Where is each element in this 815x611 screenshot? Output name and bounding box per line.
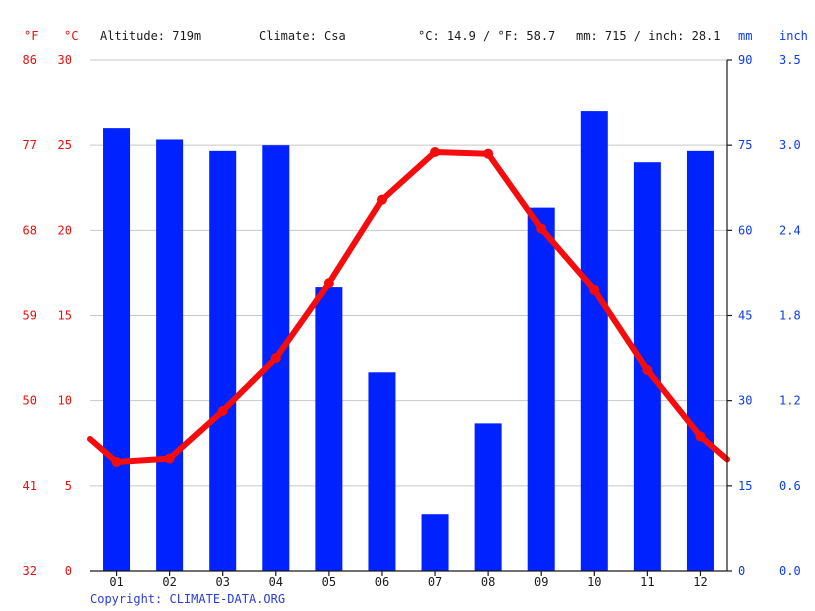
month-tick-label: 08 (481, 575, 495, 589)
precipitation-total-label: mm: 715 / inch: 28.1 (576, 29, 721, 43)
fahrenheit-tick-label: 32 (23, 564, 37, 578)
climate-label: Climate: Csa (259, 29, 346, 43)
temperature-point (164, 453, 175, 464)
fahrenheit-tick-label: 77 (23, 138, 37, 152)
inch-tick-label: 1.2 (779, 394, 801, 408)
month-tick-label: 04 (269, 575, 283, 589)
month-tick-label: 09 (534, 575, 548, 589)
temperature-series (87, 146, 730, 467)
temperature-point (536, 223, 547, 234)
altitude-label: Altitude: 719m (100, 29, 201, 43)
precipitation-bar (209, 150, 237, 571)
celsius-unit-label: °C (64, 29, 78, 43)
precipitation-bar (315, 287, 343, 571)
fahrenheit-tick-label: 41 (23, 479, 37, 493)
temperature-point (589, 284, 600, 295)
mm-tick-label: 0 (738, 564, 745, 578)
inch-tick-label: 0.0 (779, 564, 801, 578)
precipitation-bar (527, 207, 555, 571)
fahrenheit-unit-label: °F (24, 29, 38, 43)
mm-tick-label: 90 (738, 53, 752, 67)
copyright-link[interactable]: Copyright: CLIMATE-DATA.ORG (90, 592, 285, 606)
month-tick-label: 01 (109, 575, 123, 589)
average-temperature-label: °C: 14.9 / °F: 58.7 (418, 29, 555, 43)
inch-tick-label: 1.8 (779, 309, 801, 323)
month-tick-label: 06 (375, 575, 389, 589)
month-tick-label: 07 (428, 575, 442, 589)
inch-tick-label: 3.5 (779, 53, 801, 67)
month-tick-label: 03 (215, 575, 229, 589)
gridlines (90, 59, 727, 487)
celsius-tick-label: 25 (58, 138, 72, 152)
temperature-point (376, 194, 387, 205)
inch-tick-label: 3.0 (779, 138, 801, 152)
temperature-point (111, 456, 122, 467)
celsius-tick-label: 10 (58, 394, 72, 408)
temperature-point (323, 278, 334, 289)
mm-unit-label: mm (738, 29, 752, 43)
precipitation-bar (103, 128, 131, 571)
celsius-tick-label: 5 (65, 479, 72, 493)
inch-unit-label: inch (779, 29, 808, 43)
precipitation-bar (474, 423, 502, 571)
mm-tick-label: 45 (738, 309, 752, 323)
celsius-tick-label: 0 (65, 564, 72, 578)
temperature-point (217, 405, 228, 416)
temperature-point (695, 431, 706, 442)
mm-tick-label: 15 (738, 479, 752, 493)
precipitation-bar (686, 150, 714, 571)
temperature-point (483, 148, 494, 159)
inch-tick-label: 2.4 (779, 223, 801, 237)
tick-labels: 32 0 0 0.0 41 5 15 0.6 50 10 30 1.2 59 15 45 1.8 68 20 60 2… (23, 53, 801, 589)
precipitation-bar (580, 111, 608, 571)
temperature-line (87, 149, 730, 465)
precipitation-bar (421, 514, 449, 571)
month-tick-label: 10 (587, 575, 601, 589)
fahrenheit-tick-label: 68 (23, 223, 37, 237)
mm-tick-label: 30 (738, 394, 752, 408)
month-tick-label: 05 (322, 575, 336, 589)
temperature-point (642, 365, 653, 376)
month-tick-label: 12 (693, 575, 707, 589)
temperature-point (270, 353, 281, 364)
mm-tick-label: 75 (738, 138, 752, 152)
precipitation-bar (156, 139, 184, 571)
precipitation-bar (368, 372, 396, 571)
mm-tick-label: 60 (738, 223, 752, 237)
month-tick-label: 02 (162, 575, 176, 589)
fahrenheit-tick-label: 50 (23, 394, 37, 408)
temperature-point (430, 146, 441, 157)
celsius-tick-label: 20 (58, 223, 72, 237)
celsius-tick-label: 15 (58, 309, 72, 323)
fahrenheit-tick-label: 86 (23, 53, 37, 67)
month-tick-label: 11 (640, 575, 654, 589)
precipitation-bars (103, 111, 714, 571)
inch-tick-label: 0.6 (779, 479, 801, 493)
fahrenheit-tick-label: 59 (23, 309, 37, 323)
celsius-tick-label: 30 (58, 53, 72, 67)
